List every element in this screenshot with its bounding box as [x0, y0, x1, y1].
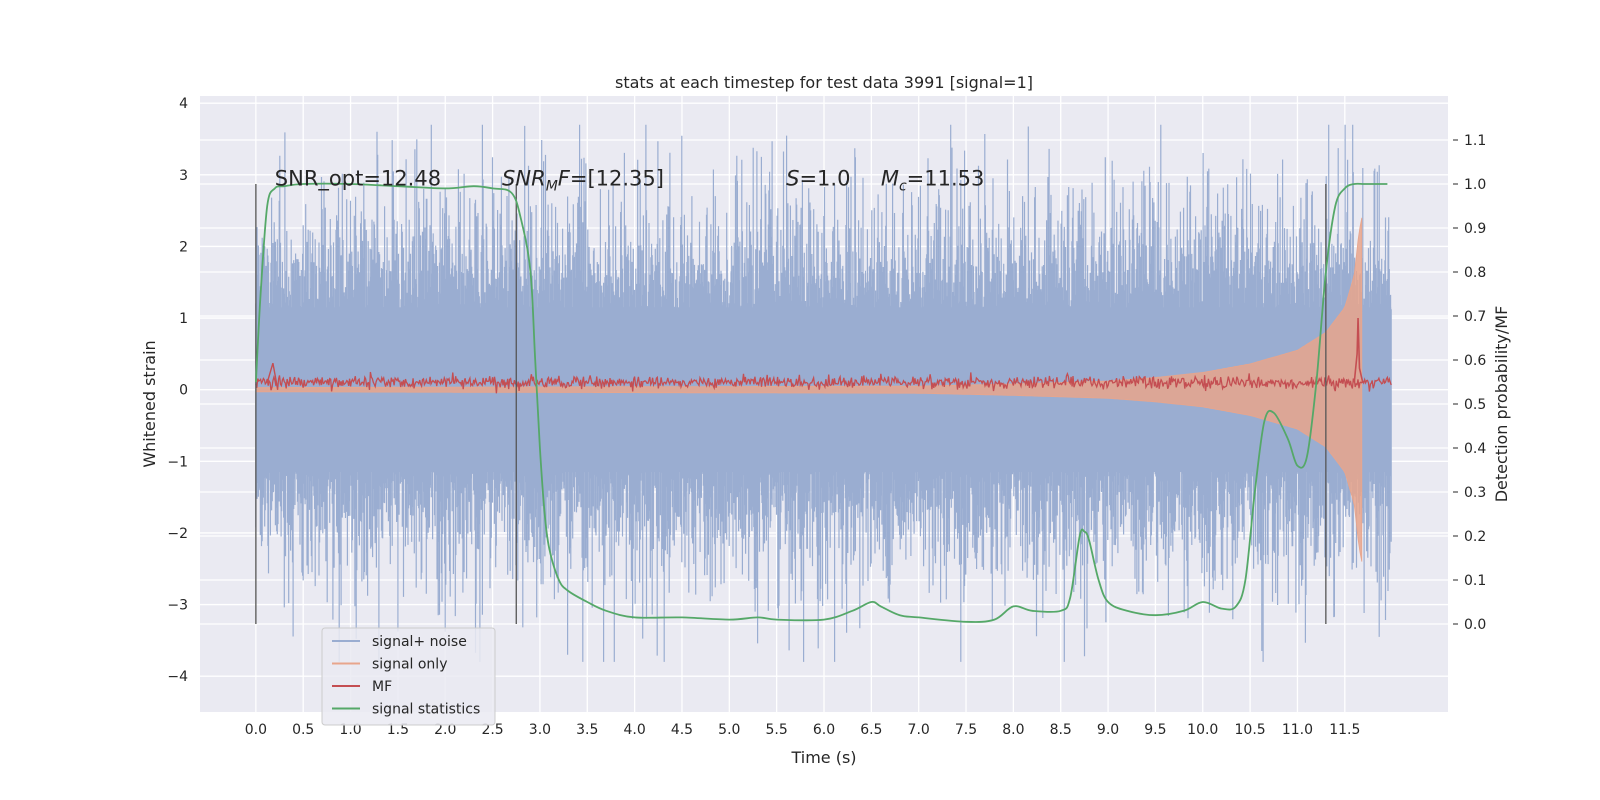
x-tick-label: 4.0	[623, 722, 645, 738]
x-tick-label: 11.5	[1329, 722, 1360, 738]
mf-spike	[1353, 318, 1364, 383]
x-axis-label: Time (s)	[790, 748, 856, 767]
y2-tick-label: 0.5	[1464, 397, 1486, 413]
x-tick-label: 6.5	[860, 722, 882, 738]
x-tick-label: 2.0	[434, 722, 456, 738]
legend: signal+ noise signal only MF signal statist…	[321, 627, 496, 726]
y-tick-label: −2	[167, 526, 188, 542]
y2-tick-label: 1.1	[1464, 133, 1486, 149]
x-tick-label: 4.5	[671, 722, 693, 738]
y-tick-label: 2	[179, 239, 188, 255]
x-tick-label: 11.0	[1282, 722, 1313, 738]
y2-tick-label: 0.1	[1464, 573, 1486, 589]
y2-tick-label: 0.3	[1464, 485, 1486, 501]
y-tick-label: 0	[179, 383, 188, 399]
y-tick-label: −4	[167, 669, 188, 685]
x-tick-label: 9.0	[1097, 722, 1119, 738]
annotations: SNR_opt=12.48 SNRMF=[12.35] S=1.0 Mc=11.53	[275, 167, 985, 195]
x-tick-label: 3.0	[529, 722, 551, 738]
x-tick-label: 10.5	[1235, 722, 1266, 738]
y2-tick-label: 0.6	[1464, 353, 1486, 369]
x-tick-label: 7.5	[955, 722, 977, 738]
legend-box	[321, 627, 496, 726]
x-tick-label: 1.5	[387, 722, 409, 738]
x-tick-label: 6.0	[813, 722, 835, 738]
y-axis-label: Whitened strain	[140, 340, 159, 467]
annotation-s: S=1.0	[786, 167, 850, 191]
series-mf	[255, 318, 1392, 394]
x-tick-label: 3.5	[576, 722, 598, 738]
x-tick-label: 0.0	[245, 722, 267, 738]
y2-axis-label: Detection probability/MF	[1492, 306, 1511, 503]
x-tick-label: 9.5	[1144, 722, 1166, 738]
y2-axis-ticks: 0.0 0.1 0.2 0.3 0.4 0.5 0.6 0.7 0.8 0.9 1.0 1.1	[1453, 133, 1486, 633]
annotation-mc: Mc=11.53	[881, 167, 985, 195]
legend-label: signal statistics	[372, 702, 480, 718]
series-signal-statistics	[255, 182, 1388, 623]
y2-tick-label: 0.8	[1464, 265, 1486, 281]
y2-tick-label: 0.4	[1464, 441, 1486, 457]
x-tick-label: 8.0	[1002, 722, 1024, 738]
annotation-snr-mf: SNRMF=[12.35]	[502, 167, 664, 195]
y2-tick-label: 0.9	[1464, 221, 1486, 237]
x-tick-label: 10.0	[1187, 722, 1218, 738]
mf-start-bump	[266, 362, 278, 385]
plot-series-group	[255, 124, 1392, 662]
y-tick-label: −1	[167, 454, 188, 470]
y-axis-ticks: −4 −3 −2 −1 0 1 2 3 4	[167, 96, 188, 685]
y-tick-label: 4	[179, 96, 188, 112]
vertical-marker-lines	[255, 184, 1327, 624]
signal-statistics-line	[255, 182, 1388, 623]
chart-title: stats at each timestep for test data 399…	[615, 73, 1033, 92]
y2-tick-label: 0.2	[1464, 529, 1486, 545]
x-tick-label: 7.0	[908, 722, 930, 738]
x-tick-label: 1.0	[339, 722, 361, 738]
mf-trace	[255, 371, 1392, 394]
x-tick-label: 5.0	[718, 722, 740, 738]
x-tick-label: 5.5	[766, 722, 788, 738]
y2-tick-label: 1.0	[1464, 177, 1486, 193]
y-tick-label: 3	[179, 168, 188, 184]
x-tick-label: 2.5	[481, 722, 503, 738]
legend-label: MF	[372, 679, 392, 695]
legend-label: signal only	[372, 657, 447, 673]
x-axis-ticks: 0.0 0.5 1.0 1.5 2.0 2.5 3.0 3.5 4.0 4.5 5.0 5.5 6.0 6…	[245, 722, 1361, 738]
legend-label: signal+ noise	[372, 634, 467, 650]
x-tick-label: 8.5	[1050, 722, 1072, 738]
y-tick-label: 1	[179, 311, 188, 327]
y-tick-label: −3	[167, 598, 188, 614]
annotation-snr-opt: SNR_opt=12.48	[275, 167, 441, 192]
y2-tick-label: 0.7	[1464, 309, 1486, 325]
x-tick-label: 0.5	[292, 722, 314, 738]
y2-tick-label: 0.0	[1464, 617, 1486, 633]
